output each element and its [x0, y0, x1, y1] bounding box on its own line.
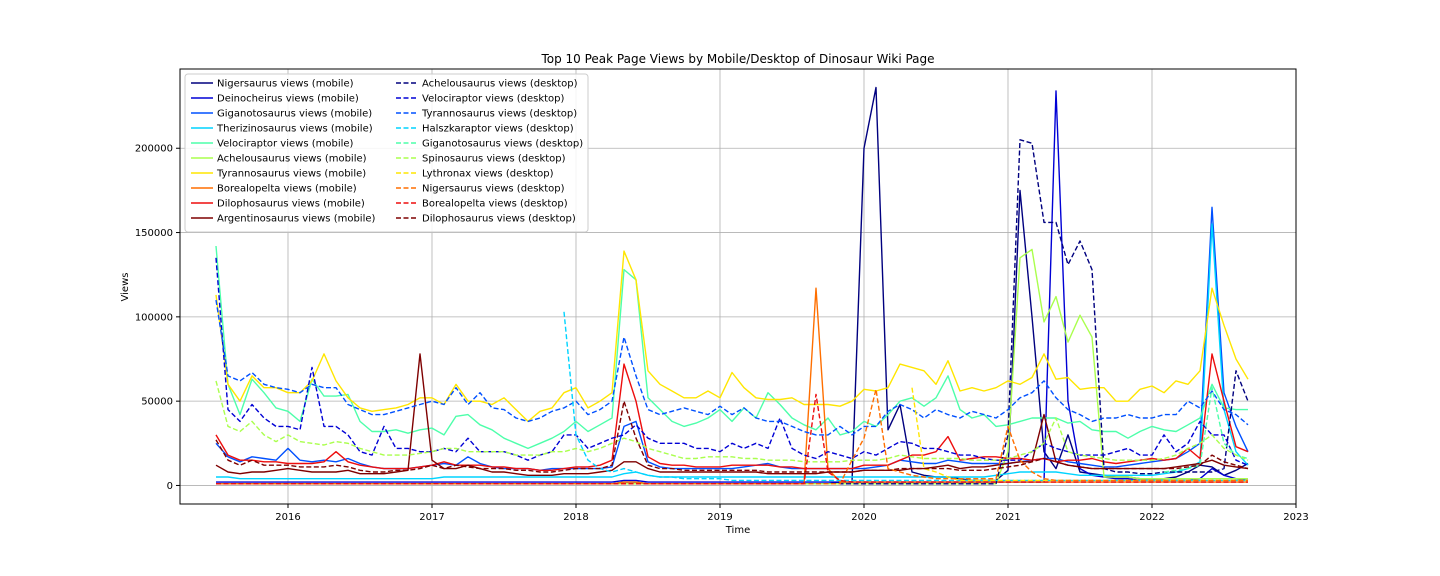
legend-label: Lythronax views (desktop) [422, 169, 554, 180]
series-line-11 [215, 257, 1249, 466]
legend-label: Nigersaurus views (mobile) [217, 79, 354, 90]
series-line-19 [215, 400, 1249, 473]
legend-label: Borealopelta views (mobile) [217, 184, 357, 195]
legend-label: Argentinosaurus views (mobile) [217, 214, 376, 225]
legend-label: Deinocheirus views (mobile) [217, 94, 359, 105]
series-line-6 [215, 250, 1249, 423]
x-axis-label: Time [725, 525, 750, 536]
x-axis-ticks: 2016 2017 2018 2019 2020 2021 2022 2023 [275, 504, 1309, 523]
series-line-8 [215, 353, 1249, 471]
x-tick-label: 2016 [275, 512, 300, 523]
x-tick-label: 2022 [1139, 512, 1164, 523]
legend-label: Velociraptor views (desktop) [422, 94, 565, 105]
series-line-15 [215, 380, 1249, 463]
series-lines [215, 86, 1249, 485]
y-tick-label: 100000 [135, 312, 173, 323]
x-tick-label: 2021 [995, 512, 1020, 523]
legend-label: Spinosaurus views (desktop) [422, 154, 566, 165]
legend-label: Achelousaurus views (desktop) [422, 79, 578, 90]
series-line-18 [216, 393, 1248, 485]
series-line-10 [216, 139, 1249, 485]
legend-box [184, 73, 589, 233]
legend-label: Nigersaurus views (desktop) [422, 184, 565, 195]
x-tick-label: 2023 [1283, 512, 1308, 523]
y-tick-label: 50000 [141, 397, 173, 408]
x-tick-label: 2019 [707, 512, 732, 523]
series-line-3 [216, 223, 1249, 480]
plot-frame [179, 68, 1297, 505]
legend-label: Tyrannosaurus views (desktop) [421, 109, 577, 120]
y-tick-label: 150000 [135, 228, 173, 239]
series-line-13 [563, 311, 1248, 482]
y-tick-label: 0 [167, 481, 173, 492]
series-line-16 [911, 387, 1248, 482]
x-tick-label: 2018 [563, 512, 588, 523]
legend-label: Velociraptor views (mobile) [217, 139, 354, 150]
x-tick-label: 2020 [851, 512, 876, 523]
legend-label: Therizinosaurus views (mobile) [216, 124, 373, 135]
y-axis-ticks: 0 50000 100000 150000 200000 [135, 144, 180, 492]
x-tick-label: 2017 [419, 512, 444, 523]
legend-label: Giganotosaurus views (mobile) [217, 109, 372, 120]
legend-label: Halszkaraptor views (desktop) [422, 124, 574, 135]
legend-label: Borealopelta views (desktop) [422, 199, 568, 210]
chart-title: Top 10 Peak Page Views by Mobile/Desktop… [540, 52, 934, 66]
legend-label: Giganotosaurus views (desktop) [422, 139, 583, 150]
series-line-12 [215, 299, 1249, 436]
legend: Nigersaurus views (mobile) Deinocheirus v… [184, 73, 589, 233]
y-axis-label: Views [120, 273, 131, 302]
series-line-14 [1163, 387, 1249, 473]
series-line-4 [215, 245, 1248, 450]
legend-label: Achelousaurus views (mobile) [217, 154, 367, 165]
legend-label: Dilophosaurus views (mobile) [217, 199, 365, 210]
legend-label: Tyrannosaurus views (mobile) [216, 169, 366, 180]
series-line-1 [216, 90, 1249, 483]
series-line-17 [216, 388, 1248, 485]
legend-label: Dilophosaurus views (desktop) [422, 214, 576, 225]
y-tick-label: 200000 [135, 144, 173, 155]
